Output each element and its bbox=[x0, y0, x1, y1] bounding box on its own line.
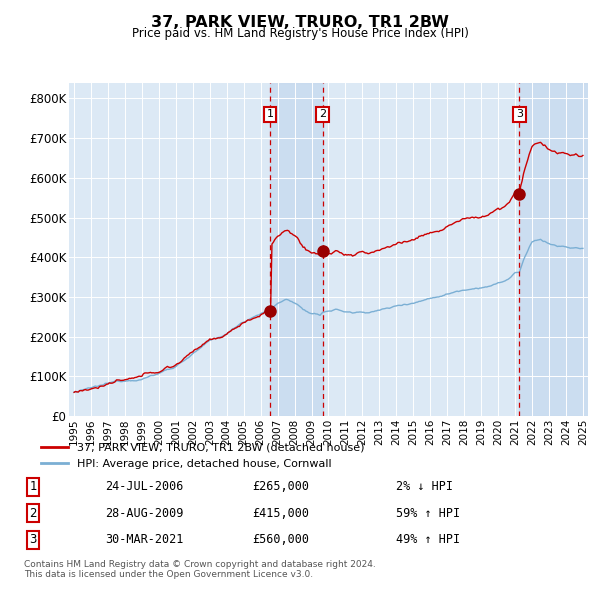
Text: 1: 1 bbox=[29, 480, 37, 493]
Text: £265,000: £265,000 bbox=[252, 480, 309, 493]
Text: £560,000: £560,000 bbox=[252, 533, 309, 546]
Text: 2% ↓ HPI: 2% ↓ HPI bbox=[396, 480, 453, 493]
Text: 2: 2 bbox=[319, 109, 326, 119]
Legend: 37, PARK VIEW, TRURO, TR1 2BW (detached house), HPI: Average price, detached hou: 37, PARK VIEW, TRURO, TR1 2BW (detached … bbox=[35, 437, 370, 475]
Text: Price paid vs. HM Land Registry's House Price Index (HPI): Price paid vs. HM Land Registry's House … bbox=[131, 27, 469, 40]
Bar bbox=[520, 83, 592, 416]
Text: 3: 3 bbox=[29, 533, 37, 546]
Text: 37, PARK VIEW, TRURO, TR1 2BW: 37, PARK VIEW, TRURO, TR1 2BW bbox=[151, 15, 449, 30]
Text: 3: 3 bbox=[516, 109, 523, 119]
Text: 49% ↑ HPI: 49% ↑ HPI bbox=[396, 533, 460, 546]
Text: 28-AUG-2009: 28-AUG-2009 bbox=[105, 507, 184, 520]
Text: 1: 1 bbox=[266, 109, 274, 119]
Text: £415,000: £415,000 bbox=[252, 507, 309, 520]
Text: Contains HM Land Registry data © Crown copyright and database right 2024.
This d: Contains HM Land Registry data © Crown c… bbox=[24, 560, 376, 579]
Text: 24-JUL-2006: 24-JUL-2006 bbox=[105, 480, 184, 493]
Text: 30-MAR-2021: 30-MAR-2021 bbox=[105, 533, 184, 546]
Text: 2: 2 bbox=[29, 507, 37, 520]
Bar bbox=[270, 83, 323, 416]
Text: 59% ↑ HPI: 59% ↑ HPI bbox=[396, 507, 460, 520]
